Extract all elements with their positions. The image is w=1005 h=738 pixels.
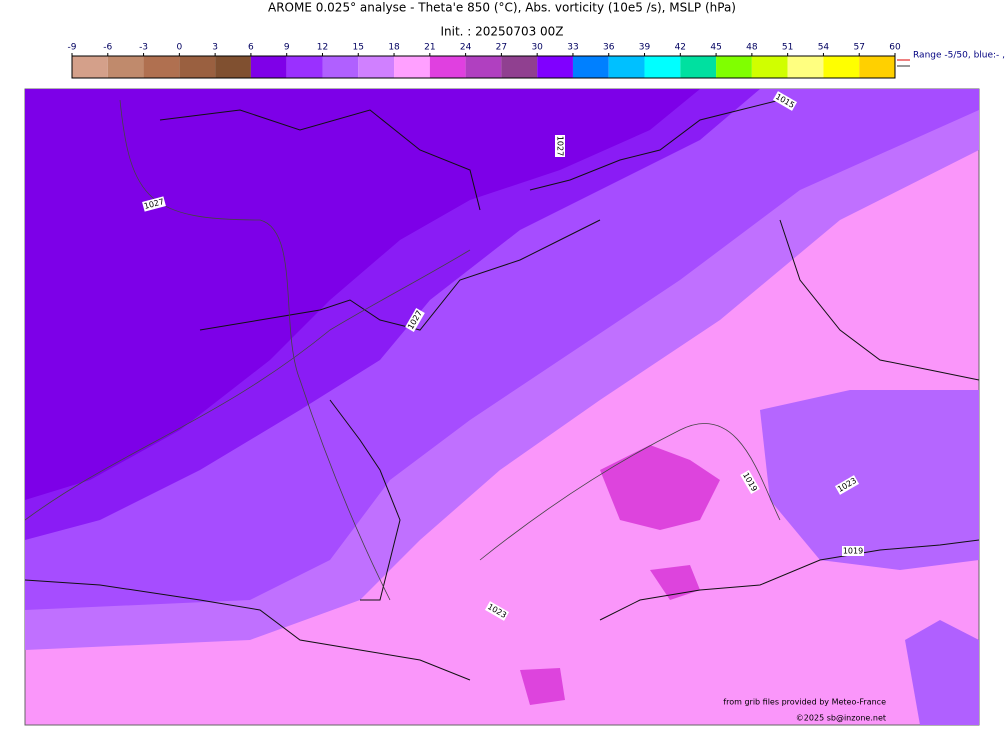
colorbar-tick-label: -3	[139, 43, 148, 53]
colorbar-frame	[71, 55, 896, 79]
colorbar-swatch	[716, 56, 752, 78]
isobar-label-bg	[834, 475, 860, 495]
colorbar-tick-label: -6	[103, 43, 112, 53]
isobar-label-bg	[484, 601, 510, 621]
colorbar-tick-label: 6	[248, 43, 254, 53]
colorbar-swatch	[358, 56, 395, 78]
colorbar-swatch	[250, 56, 287, 78]
credit: ©2025 sb@inzone.net	[796, 714, 886, 723]
colorbar-swatch	[394, 56, 430, 78]
colorbar-swatch	[465, 56, 502, 78]
map	[24, 88, 980, 726]
isobar-label-bg	[772, 91, 798, 111]
colorbar-swatch	[787, 56, 824, 78]
colorbar-swatch	[286, 56, 323, 78]
isobar-label-bg	[405, 307, 425, 333]
colorbar-swatch	[859, 56, 895, 78]
isobar-label-group: 1027	[555, 135, 565, 157]
colorbar-swatch	[429, 56, 466, 78]
credit: from grib files provided by Meteo-France	[723, 698, 886, 707]
colorbar-swatch	[823, 56, 860, 78]
colorbar-tick-label: 60	[889, 43, 901, 53]
isobar-label-bg	[842, 546, 864, 556]
isobar-label-bg	[142, 196, 166, 212]
colorbar-tick-label: 51	[782, 43, 793, 53]
colorbar-tick-label: 18	[388, 43, 400, 53]
subtitle: Init. : 20250703 00Z	[440, 25, 563, 39]
colorbar-tick-label: 57	[853, 43, 864, 53]
colorbar-tick-label: 54	[818, 43, 830, 53]
colorbar-tick-label: 42	[675, 43, 686, 53]
range-note: Range -5/50, blue:- , r	[913, 51, 1005, 61]
colorbar-tick-label: 9	[284, 43, 290, 53]
colorbar-swatch	[644, 56, 681, 78]
colorbar-tick-label: 45	[710, 43, 721, 53]
colorbar-swatch	[572, 56, 609, 78]
colorbar-tick-label: 27	[496, 43, 507, 53]
colorbar-swatch	[179, 56, 216, 78]
colorbar-swatch	[143, 56, 180, 78]
colorbar-tick-label: 48	[746, 43, 758, 53]
colorbar-tick-label: -9	[68, 43, 77, 53]
colorbar-tick-label: 12	[317, 43, 328, 53]
isobar-label-group: 1027	[142, 196, 166, 212]
isobar-label: 1027	[556, 136, 565, 156]
title: AROME 0.025° analyse - Theta'e 850 (°C),…	[268, 1, 736, 15]
colorbar-tick-label: 39	[639, 43, 651, 53]
colorbar-swatch	[215, 56, 251, 78]
colorbar-swatch	[680, 56, 717, 78]
colorbar-tick-label: 24	[460, 43, 472, 53]
colorbar-tick-label: 21	[424, 43, 435, 53]
isobar-label: 1019	[843, 547, 863, 556]
isobar-label-bg	[740, 469, 760, 495]
colorbar-swatch	[107, 56, 144, 78]
colorbar-tick-label: 15	[353, 43, 364, 53]
colorbar-swatch	[608, 56, 645, 78]
colorbar-swatch	[537, 56, 573, 78]
colorbar-swatch	[501, 56, 538, 78]
colorbar-tick-label: 3	[212, 43, 218, 53]
colorbar-tick-label: 36	[603, 43, 615, 53]
colorbar-tick-label: 0	[176, 43, 182, 53]
colorbar-tick-label: 30	[531, 43, 543, 53]
colorbar-swatch	[72, 56, 108, 78]
isobar-label-bg	[555, 135, 565, 157]
colorbar-swatch	[751, 56, 788, 78]
isobar-label-group: 1019	[842, 546, 864, 556]
colorbar-swatch	[322, 56, 359, 78]
colorbar-tick-label: 33	[567, 43, 578, 53]
